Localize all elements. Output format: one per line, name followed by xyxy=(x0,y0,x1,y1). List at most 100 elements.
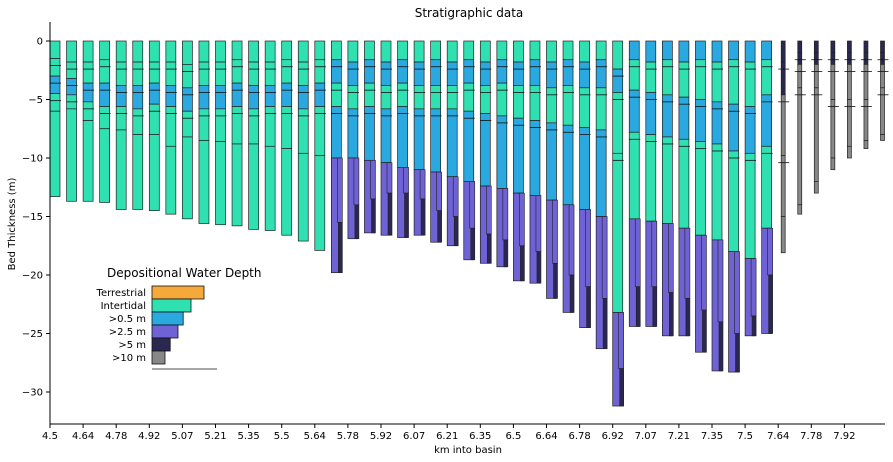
bed-segment xyxy=(579,87,590,128)
bed-segment xyxy=(198,61,210,86)
x-tick-label: 5.5 xyxy=(274,431,290,442)
bed-segment xyxy=(297,85,309,110)
bed-segment xyxy=(880,52,885,65)
bed-tail-segment xyxy=(470,227,476,261)
bed-segment xyxy=(678,96,690,140)
bed-segment xyxy=(446,85,458,110)
bed-segment xyxy=(496,59,508,84)
bed-segment xyxy=(513,117,524,194)
bed-segment xyxy=(314,82,326,107)
x-tick-label: 5.92 xyxy=(370,431,392,442)
bed-column xyxy=(479,40,492,264)
bed-column xyxy=(231,40,244,227)
bed-segment xyxy=(281,40,293,61)
bed-segment xyxy=(264,85,276,107)
bed-segment xyxy=(546,87,557,124)
bed-segment xyxy=(331,59,342,84)
bed-segment xyxy=(780,94,786,157)
y-axis-label: Bed Thickness (m) xyxy=(7,178,18,271)
bed-tail-segment xyxy=(602,298,608,350)
bed-column xyxy=(148,40,161,212)
bed-segment xyxy=(761,94,773,147)
bed-segment xyxy=(115,129,127,210)
bed-segment xyxy=(413,40,425,63)
bed-segment xyxy=(430,59,441,86)
bed-segment xyxy=(579,40,590,63)
legend-swatch xyxy=(151,311,184,326)
bed-column xyxy=(49,40,61,197)
bed-column xyxy=(430,40,442,243)
bed-column xyxy=(347,40,360,240)
bed-column xyxy=(413,40,426,236)
bed-segment xyxy=(264,106,276,147)
bed-segment xyxy=(148,103,160,135)
bed-tail-segment xyxy=(717,239,724,323)
bed-tail-segment xyxy=(701,234,707,311)
bed-segment xyxy=(148,61,160,84)
bed-segment xyxy=(248,61,259,86)
bed-column xyxy=(628,40,641,327)
bed-segment xyxy=(231,59,243,84)
bed-column xyxy=(728,40,740,373)
legend-label: >0.5 m xyxy=(109,314,146,325)
bed-segment xyxy=(513,85,524,119)
bed-segment xyxy=(678,61,690,98)
bed-tail-segment xyxy=(386,162,393,194)
bed-column xyxy=(397,40,409,238)
bed-column xyxy=(513,40,525,282)
bed-tail-segment xyxy=(437,210,442,243)
bed-segment xyxy=(645,61,657,93)
bed-segment xyxy=(880,64,885,89)
bed-segment xyxy=(496,40,508,61)
bed-segment xyxy=(797,204,803,215)
bed-segment xyxy=(645,92,657,135)
bed-columns xyxy=(49,40,889,407)
bed-segment xyxy=(115,106,127,131)
bed-segment xyxy=(66,78,77,96)
bed-segment xyxy=(678,40,690,63)
bed-tail-segment xyxy=(337,157,343,223)
bed-segment xyxy=(661,94,673,138)
bed-column xyxy=(761,40,773,334)
x-tick-label: 7.35 xyxy=(701,431,723,442)
bed-tail-segment xyxy=(419,169,426,200)
y-tick-label: 0 xyxy=(37,37,43,48)
bed-segment xyxy=(780,155,786,217)
bed-tail-segment xyxy=(652,286,658,327)
bed-segment xyxy=(546,122,557,201)
bed-tail-segment xyxy=(370,160,376,200)
bed-segment xyxy=(579,127,590,210)
bed-segment xyxy=(863,40,869,54)
bed-segment xyxy=(281,59,293,84)
x-tick-label: 4.64 xyxy=(72,431,94,442)
bed-tail-segment xyxy=(750,258,757,317)
x-tick-label: 7.64 xyxy=(767,431,789,442)
bed-segment xyxy=(463,40,475,61)
y-tick-label: −10 xyxy=(22,154,43,165)
bed-segment xyxy=(132,61,144,86)
bed-column xyxy=(678,40,691,337)
bed-segment xyxy=(463,82,475,112)
x-tick-label: 7.21 xyxy=(668,431,690,442)
bed-segment xyxy=(66,61,77,79)
bed-column xyxy=(281,40,293,236)
bed-segment xyxy=(761,40,773,61)
bed-column xyxy=(66,40,78,202)
bed-segment xyxy=(830,40,836,54)
bed-segment xyxy=(562,124,574,206)
bed-segment xyxy=(628,89,640,133)
bed-segment xyxy=(863,140,869,149)
legend-swatch xyxy=(151,285,205,300)
bed-segment xyxy=(496,115,508,189)
bed-column xyxy=(264,40,277,231)
bed-column xyxy=(82,40,95,202)
bed-column xyxy=(364,40,376,234)
bed-segment xyxy=(612,40,624,70)
bed-segment xyxy=(248,40,259,63)
bed-column xyxy=(645,40,658,327)
bed-segment xyxy=(728,40,739,61)
bed-column xyxy=(661,40,674,337)
bed-column xyxy=(744,40,757,337)
bed-segment xyxy=(413,61,425,86)
bed-tail-segment xyxy=(684,227,691,299)
